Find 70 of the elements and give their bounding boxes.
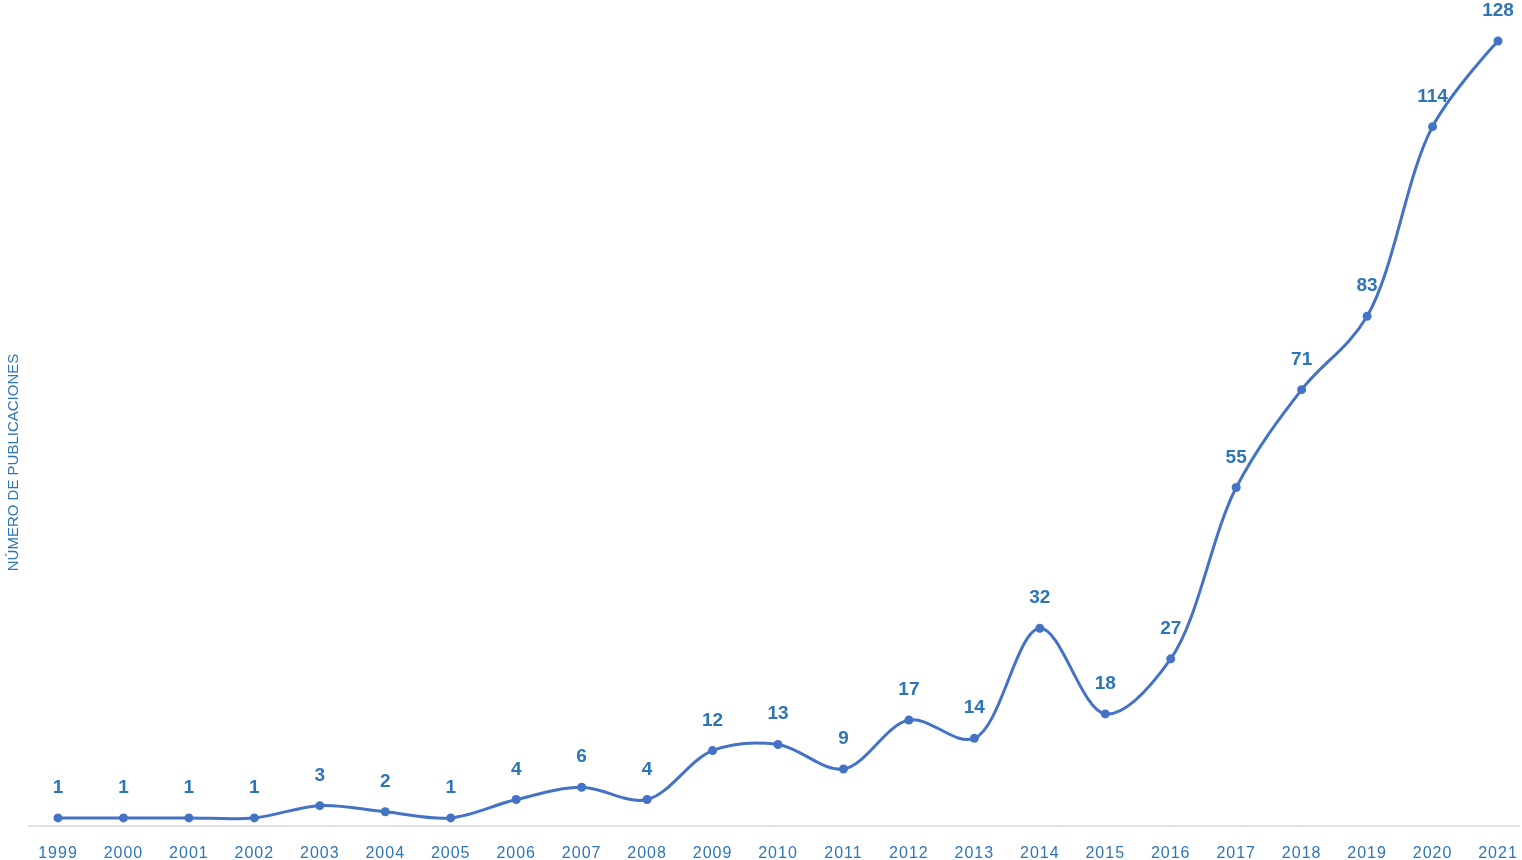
x-tick-label: 2009 — [692, 844, 733, 860]
point — [446, 813, 456, 823]
x-tick-label: 2020 — [1412, 844, 1453, 860]
data-label: 9 — [838, 726, 849, 748]
x-tick-label: 2007 — [561, 844, 602, 860]
data-label: 32 — [1029, 586, 1051, 608]
x-tick-label: 2013 — [954, 844, 995, 860]
data-label: 4 — [641, 757, 653, 779]
point — [838, 764, 848, 774]
data-label: 13 — [767, 702, 789, 724]
x-tick-label: 2010 — [758, 844, 798, 860]
data-label: 3 — [314, 763, 326, 785]
data-label: 1 — [52, 775, 64, 797]
x-tick-label: 1999 — [38, 844, 78, 860]
point — [184, 813, 194, 823]
x-tick-label: 2015 — [1085, 844, 1126, 860]
point — [1297, 385, 1307, 395]
x-tick-label: 2014 — [1020, 844, 1060, 860]
point — [577, 782, 587, 792]
x-tick-label: 2005 — [430, 844, 471, 860]
x-tick-label: 2011 — [824, 844, 863, 860]
data-label: 4 — [510, 757, 522, 779]
point — [53, 813, 63, 823]
x-tick-label: 2000 — [103, 844, 144, 860]
x-tick-label: 2006 — [496, 844, 536, 860]
point — [1035, 623, 1045, 633]
point — [511, 795, 521, 805]
point — [249, 813, 259, 823]
data-label: 27 — [1160, 616, 1182, 638]
point — [1231, 483, 1241, 493]
point — [1166, 654, 1176, 664]
data-label: 1 — [445, 775, 457, 797]
point — [1493, 36, 1503, 46]
x-tick-label: 2003 — [300, 844, 340, 860]
point — [315, 801, 325, 811]
point — [773, 739, 783, 749]
x-tick-label: 2016 — [1150, 844, 1191, 860]
x-tick-label: 2021 — [1478, 844, 1518, 860]
x-tick-label: 2017 — [1216, 844, 1256, 860]
point — [1100, 709, 1110, 719]
data-label: 14 — [963, 696, 986, 718]
point — [708, 746, 718, 756]
data-label: 83 — [1356, 274, 1378, 296]
point — [1428, 122, 1438, 132]
x-tick-label: 2001 — [169, 844, 209, 860]
x-tick-label: 2019 — [1347, 844, 1387, 860]
data-label: 1 — [249, 775, 261, 797]
data-label: 71 — [1291, 347, 1313, 369]
data-label: 55 — [1225, 445, 1248, 467]
x-tick-label: 2004 — [365, 844, 406, 860]
data-label: 18 — [1094, 671, 1116, 693]
y-axis-title: NÚMERO DE PUBLICACIONES — [4, 353, 21, 572]
data-label: 114 — [1417, 84, 1449, 106]
data-label: 6 — [576, 745, 587, 767]
point — [1362, 311, 1372, 321]
point — [118, 813, 128, 823]
point — [904, 715, 914, 725]
x-tick-label: 2008 — [627, 844, 667, 860]
data-label: 2 — [379, 769, 391, 791]
point — [969, 733, 979, 743]
x-tick-label: 2018 — [1281, 844, 1322, 860]
x-tick-label: 2002 — [234, 844, 275, 860]
data-label: 17 — [898, 678, 920, 700]
data-label: 12 — [701, 708, 724, 730]
data-label: 1 — [118, 775, 130, 797]
point — [642, 795, 652, 805]
point — [380, 807, 390, 817]
data-label: 1 — [183, 775, 195, 797]
x-tick-label: 2012 — [889, 844, 929, 860]
data-label: 128 — [1482, 0, 1514, 20]
